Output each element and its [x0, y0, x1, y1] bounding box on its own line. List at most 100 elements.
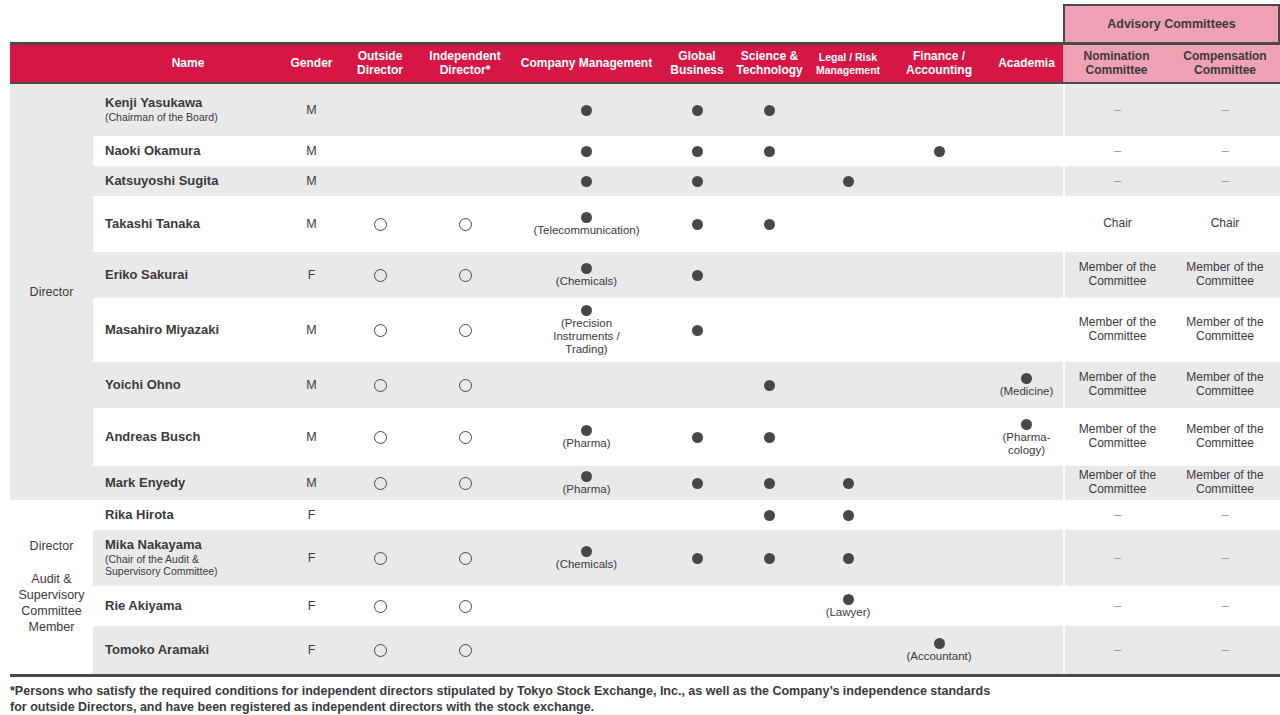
outside-yes-circle-icon: [374, 600, 387, 613]
gender-cell: M: [283, 362, 340, 408]
independent-yes-circle-icon: [459, 269, 472, 282]
gender-cell: M: [283, 466, 340, 500]
name-cell: Masahiro Miyazaki: [93, 298, 283, 362]
committee-role-value: –: [1110, 508, 1125, 523]
skill-cell-academia: [990, 136, 1063, 166]
skill-dot-icon: [581, 305, 592, 316]
skill-cell-legal-risk-management: [808, 298, 888, 362]
skill-cell-finance-accounting: [888, 298, 990, 362]
skill-cell-global-business: [663, 408, 731, 466]
gender-value: F: [308, 508, 316, 522]
independent-yes-circle-icon: [459, 477, 472, 490]
skill-cell-legal-risk-management: (Lawyer): [808, 586, 888, 626]
skill-label-line: (Chemicals): [556, 275, 617, 288]
advisory-strip: Advisory Committees: [10, 0, 1280, 42]
skill-cell-science-technology: [731, 530, 808, 586]
gender-value: F: [308, 268, 316, 282]
independent-director-cell: [420, 362, 510, 408]
skill-cell-company-management: [510, 586, 663, 626]
skill-cell-finance-accounting: [888, 252, 990, 298]
compensation-committee-cell: –: [1170, 500, 1280, 530]
committee-role-value: –: [1110, 599, 1125, 614]
nomination-committee-cell: –: [1063, 586, 1170, 626]
skill-label-line: Instruments /: [553, 330, 619, 343]
skill-cell-finance-accounting: [888, 136, 990, 166]
committee-role-value: –: [1110, 174, 1125, 189]
skill-cell-legal-risk-management: [808, 466, 888, 500]
group-label-text: Director: [26, 538, 78, 554]
outside-yes-circle-icon: [374, 218, 387, 231]
skill-cell-global-business: [663, 626, 731, 674]
compensation-committee-cell: Chair: [1170, 196, 1280, 252]
skill-cell-science-technology: [731, 196, 808, 252]
skill-dot-icon: [764, 380, 775, 391]
name-cell: Tomoko Aramaki: [93, 626, 283, 674]
footnote: *Persons who satisfy the required condit…: [10, 684, 1280, 715]
skill-cell-company-management: (PrecisionInstruments /Trading): [510, 298, 663, 362]
gender-cell: F: [283, 252, 340, 298]
skill-cell-finance-accounting: [888, 166, 990, 196]
director-name: Andreas Busch: [105, 430, 200, 445]
name-cell: Kenji Yasukawa(Chairman of the Board): [93, 84, 283, 136]
director-name-note: Supervisory Committee): [105, 565, 218, 578]
director-name: Naoki Okamura: [105, 144, 200, 159]
header-cell-global-business: Global Business: [663, 45, 731, 82]
skill-cell-science-technology: [731, 84, 808, 136]
outside-yes-circle-icon: [374, 644, 387, 657]
skill-dot-icon: [934, 146, 945, 157]
independent-director-cell: [420, 298, 510, 362]
skill-cell-legal-risk-management: [808, 408, 888, 466]
header-label: Finance / Accounting: [890, 50, 988, 78]
nomination-committee-cell: Chair: [1063, 196, 1170, 252]
committee-role-value: –: [1217, 599, 1232, 614]
name-cell: Eriko Sakurai: [93, 252, 283, 298]
group-label-text: Audit & Supervisory Committee Member: [10, 571, 93, 636]
director-name: Mika Nakayama: [105, 538, 202, 553]
gender-value: M: [306, 103, 316, 117]
header-label: Name: [172, 57, 205, 71]
committee-role-value: Member of the Committee: [1170, 261, 1280, 289]
name-cell: Katsuyoshi Sugita: [93, 166, 283, 196]
skill-cell-academia: [990, 196, 1063, 252]
skill-dot-icon: [692, 478, 703, 489]
table-row: Mark EnyedyM(Pharma)Member of the Commit…: [10, 466, 1280, 500]
header-cell-finance-accounting: Finance / Accounting: [888, 45, 990, 82]
gender-value: M: [306, 476, 316, 490]
gender-value: M: [306, 144, 316, 158]
skill-dot-icon: [1021, 419, 1032, 430]
skill-cell-global-business: [663, 500, 731, 530]
skill-cell-global-business: [663, 252, 731, 298]
independent-yes-circle-icon: [459, 379, 472, 392]
outside-director-cell: [340, 362, 420, 408]
independent-yes-circle-icon: [459, 218, 472, 231]
skill-label-line: (Medicine): [1000, 385, 1054, 398]
skill-cell-finance-accounting: [888, 530, 990, 586]
director-name: Takashi Tanaka: [105, 217, 200, 232]
nomination-committee-cell: Member of the Committee: [1063, 362, 1170, 408]
skill-cell-science-technology: [731, 136, 808, 166]
skill-dot-icon: [581, 146, 592, 157]
outside-director-cell: [340, 626, 420, 674]
skill-cell-finance-accounting: [888, 84, 990, 136]
compensation-committee-cell: Member of the Committee: [1170, 362, 1280, 408]
committee-role-value: Chair: [1099, 217, 1136, 231]
header-cell-nomination-committee: Nomination Committee: [1063, 45, 1170, 82]
skill-dot-icon: [581, 105, 592, 116]
header-label: Company Management: [521, 57, 652, 71]
committee-role-value: Member of the Committee: [1065, 423, 1170, 451]
skill-dot-icon: [581, 471, 592, 482]
skill-cell-company-management: (Chemicals): [510, 252, 663, 298]
committee-role-value: Member of the Committee: [1170, 469, 1280, 497]
skill-cell-finance-accounting: [888, 586, 990, 626]
skill-dot-icon: [843, 478, 854, 489]
gender-cell: F: [283, 626, 340, 674]
independent-director-cell: [420, 196, 510, 252]
skill-dot-icon: [581, 263, 592, 274]
skill-cell-academia: (Pharma-cology): [990, 408, 1063, 466]
gender-cell: M: [283, 298, 340, 362]
skill-cell-science-technology: [731, 626, 808, 674]
skill-cell-legal-risk-management: [808, 500, 888, 530]
header-cell-independent-director: Independent Director*: [420, 45, 510, 82]
skill-cell-academia: (Medicine): [990, 362, 1063, 408]
outside-yes-circle-icon: [374, 324, 387, 337]
